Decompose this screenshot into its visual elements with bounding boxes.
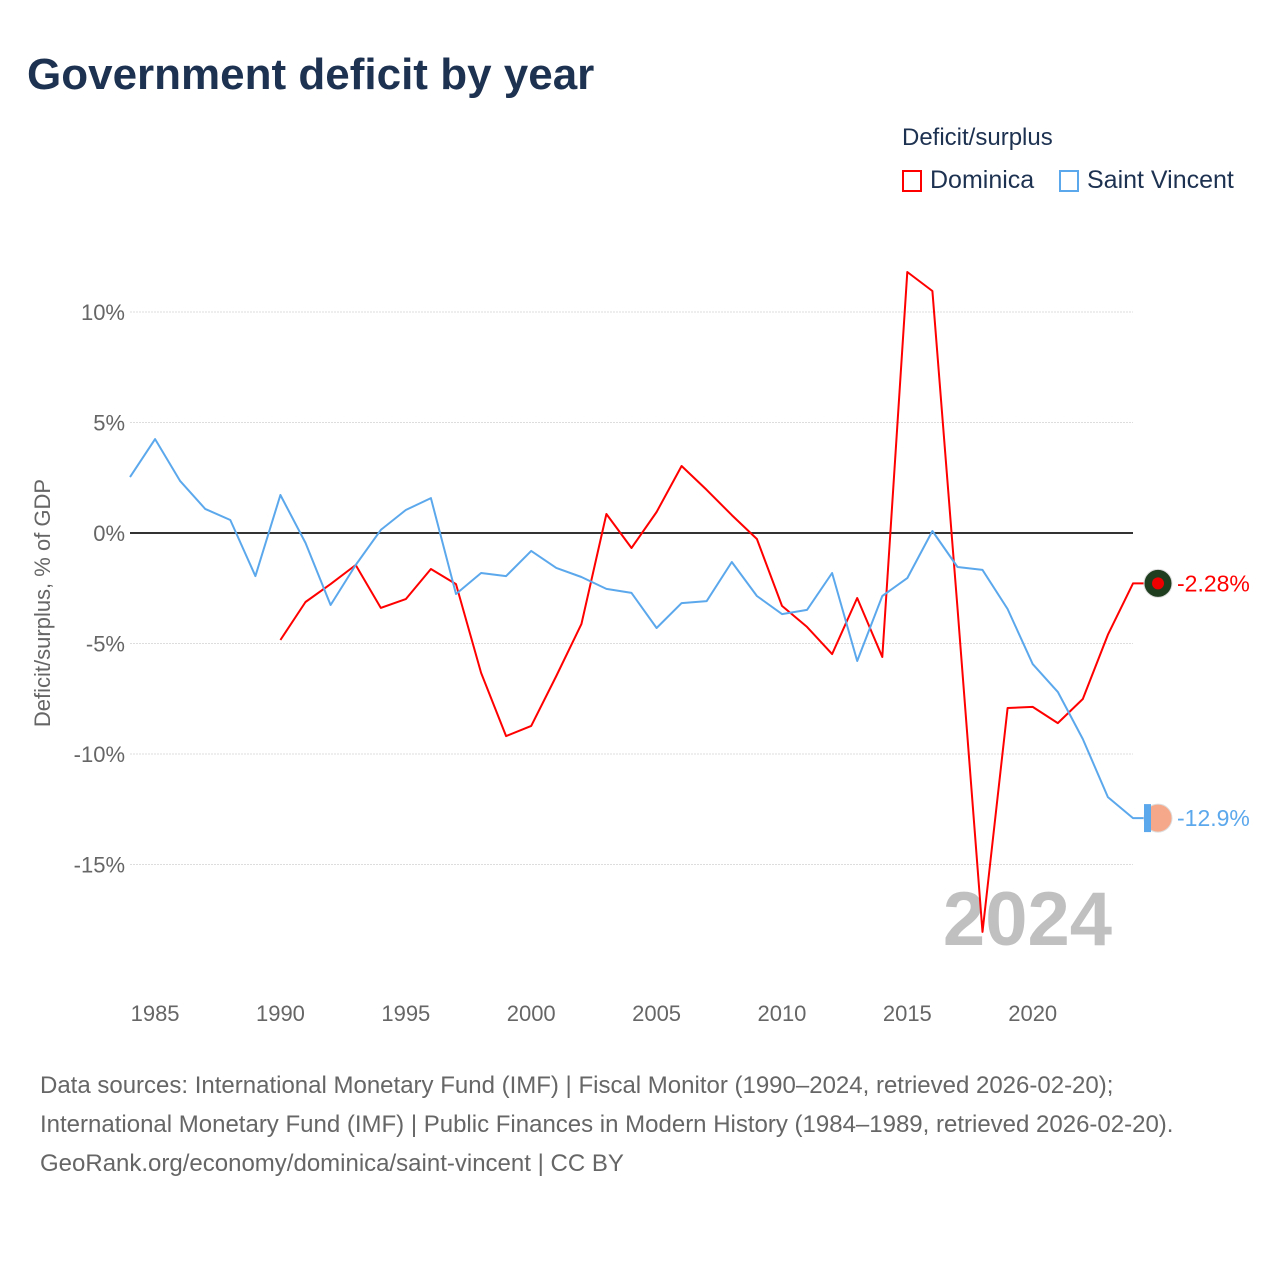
legend-label: Saint Vincent (1087, 166, 1234, 194)
x-tick-label: 2010 (757, 1001, 806, 1026)
y-axis-label: Deficit/surplus, % of GDP (30, 479, 55, 727)
y-tick-label: 5% (93, 411, 125, 436)
x-tick-label: 1990 (256, 1001, 305, 1026)
y-tick-label: -15% (74, 853, 125, 878)
flag-emblem (1152, 577, 1164, 590)
year-watermark: 2024 (943, 877, 1112, 962)
y-tick-label: 0% (93, 521, 125, 546)
line-chart: 10% 5% 0% -5% -10% -15% 1985 1990 1995 2000 2005 20… (30, 271, 1250, 1026)
footer: Data sources: International Monetary Fun… (40, 1066, 1240, 1183)
legend-title: Deficit/surplus (902, 124, 1053, 151)
y-tick-label: -5% (86, 632, 125, 657)
x-tick-label: 2015 (883, 1001, 932, 1026)
legend-swatch-saint-vincent (1059, 169, 1079, 192)
y-tick-label: -10% (74, 742, 125, 767)
end-value-label: -2.28% (1177, 570, 1250, 596)
x-tick-label: 2020 (1008, 1001, 1057, 1026)
credit-link[interactable]: GeoRank.org/economy/dominica/saint-vince… (40, 1150, 624, 1177)
legend-item-saint-vincent[interactable]: Saint Vincent (1059, 166, 1234, 195)
end-value-label: -12.9% (1177, 805, 1250, 831)
legend-label: Dominica (930, 166, 1035, 194)
x-tick-label: 2000 (507, 1001, 556, 1026)
x-tick-label: 1995 (381, 1001, 430, 1026)
x-tick-label: 2005 (632, 1001, 681, 1026)
series-line-saint-vincent (129, 438, 1145, 820)
flag-stripe (1144, 804, 1151, 833)
data-sources: Data sources: International Monetary Fun… (40, 1072, 1174, 1138)
x-tick-label: 1985 (131, 1001, 180, 1026)
y-tick-label: 10% (81, 300, 125, 325)
legend-swatch-dominica (902, 169, 922, 192)
legend-item-dominica[interactable]: Dominica (902, 166, 1034, 195)
series-line-dominica (279, 271, 1145, 933)
chart-title: Government deficit by year (27, 50, 595, 99)
